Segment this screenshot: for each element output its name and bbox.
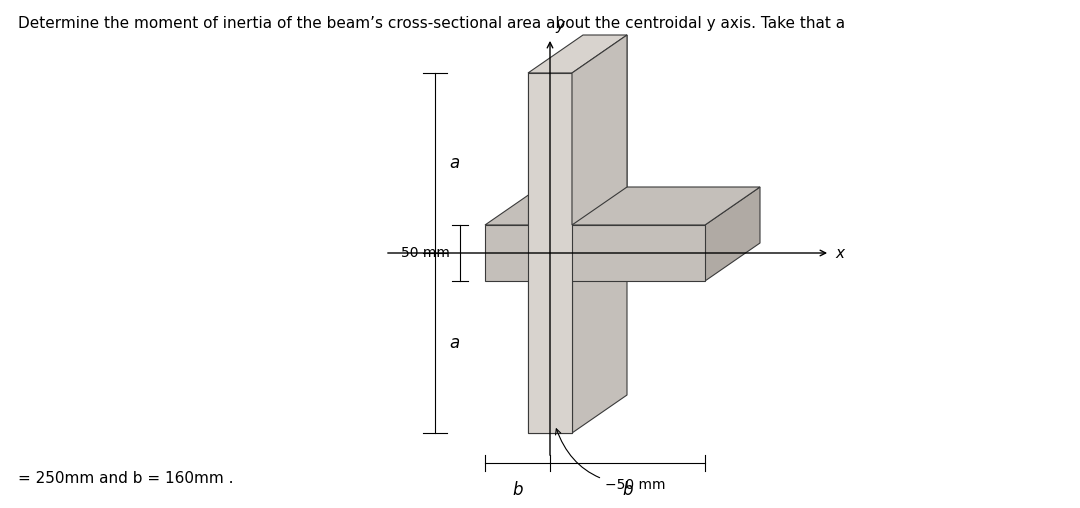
Polygon shape [572, 35, 627, 433]
Text: b: b [512, 481, 523, 499]
Text: b: b [622, 481, 633, 499]
Polygon shape [528, 73, 572, 433]
Text: −50 mm: −50 mm [555, 429, 665, 492]
Text: a: a [449, 334, 459, 352]
Polygon shape [485, 187, 760, 225]
Polygon shape [528, 73, 572, 433]
Text: = 250mm and b = 160mm .: = 250mm and b = 160mm . [18, 471, 233, 486]
Polygon shape [485, 225, 705, 281]
Polygon shape [705, 187, 760, 281]
Text: a: a [449, 154, 459, 172]
Text: Determine the moment of inertia of the beam’s cross-sectional area about the cen: Determine the moment of inertia of the b… [18, 16, 846, 31]
Text: 50 mm: 50 mm [401, 246, 450, 260]
Polygon shape [528, 35, 627, 73]
Text: x: x [835, 245, 843, 261]
Text: y: y [555, 18, 564, 33]
Polygon shape [572, 35, 627, 225]
